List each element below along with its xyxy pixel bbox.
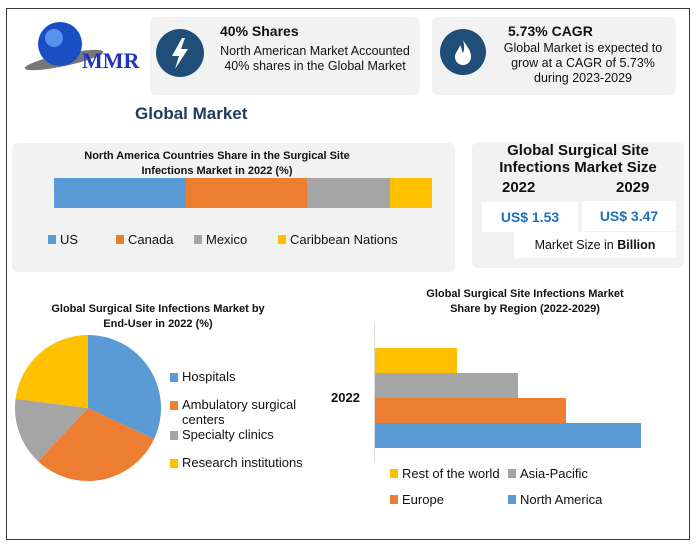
legend-item: Caribbean Nations <box>278 232 398 247</box>
stat-title: 40% Shares <box>220 23 299 39</box>
stack-segment-mexico <box>307 178 391 208</box>
pie-chart <box>15 335 161 481</box>
legend-label: Rest of the world <box>402 466 500 481</box>
legend-swatch <box>390 495 398 504</box>
unit-prefix: Market Size in <box>534 238 618 252</box>
legend-swatch <box>170 431 178 440</box>
svg-text:MMR: MMR <box>82 48 141 72</box>
stat-text: North American Market Accounted 40% shar… <box>220 44 410 73</box>
pie-legend-item: Hospitals <box>170 369 312 384</box>
mmr-logo: MMR <box>14 16 144 73</box>
legend-swatch <box>170 401 178 410</box>
category-label-2022: 2022 <box>331 390 360 405</box>
region-bar-north-america <box>375 423 641 448</box>
legend-item: US <box>48 232 78 247</box>
legend-label: US <box>60 232 79 247</box>
market-size-panel: Global Surgical Site Infections Market S… <box>472 142 684 268</box>
pie-legend-item: Specialty clinics <box>170 427 312 442</box>
infographic-frame <box>6 8 690 540</box>
pie-slice-2 <box>15 398 88 462</box>
pie-slice-3 <box>15 335 89 408</box>
legend-label: Canada <box>128 232 174 247</box>
legend-swatch <box>194 235 202 244</box>
market-size-unit: Market Size in Billion <box>514 232 676 258</box>
legend-swatch <box>508 495 516 504</box>
stat-title: 5.73% CAGR <box>508 23 593 39</box>
stat-card-cagr: 5.73% CAGR Global Market is expected to … <box>432 17 676 95</box>
legend-item: Mexico <box>194 232 247 247</box>
legend-label: Hospitals <box>182 369 236 384</box>
region-legend-item: North America <box>508 492 602 507</box>
stack-segment-us <box>54 178 187 208</box>
north-america-panel: North America Countries Share in the Sur… <box>12 143 455 272</box>
region-bar-europe <box>375 398 566 423</box>
stack-segment-caribbean-nations <box>390 178 432 208</box>
market-size-title: Global Surgical Site Infections Market S… <box>499 142 657 176</box>
stacked-bar <box>54 178 432 208</box>
pie-legend-item: Research institutions <box>170 455 312 470</box>
legend-swatch <box>116 235 124 244</box>
lightning-icon <box>156 29 204 77</box>
legend-label: Asia-Pacific <box>520 466 588 481</box>
value-2022: US$ 1.53 <box>482 202 578 232</box>
pie-slice-0 <box>88 335 161 440</box>
year-2022: 2022 <box>502 179 536 196</box>
region-legend-item: Asia-Pacific <box>508 466 588 481</box>
legend-swatch <box>170 459 178 468</box>
region-axis <box>374 323 375 463</box>
legend-label: North America <box>520 492 603 507</box>
stat-card-shares: 40% Shares North American Market Account… <box>150 17 420 95</box>
region-legend-item: Europe <box>390 492 444 507</box>
legend-swatch <box>278 235 286 244</box>
legend-label: Ambulatory surgical centers <box>182 397 297 427</box>
pie-title: Global Surgical Site Infections Market b… <box>51 303 265 330</box>
pie-legend-item: Ambulatory surgical centers <box>170 397 312 427</box>
global-market-heading: Global Market <box>135 104 248 123</box>
pie-slice-1 <box>38 408 155 481</box>
region-chart-title: Global Surgical Site Infections Market S… <box>426 288 624 315</box>
legend-swatch <box>390 469 398 478</box>
legend-label: Research institutions <box>182 455 303 470</box>
legend-swatch <box>170 373 178 382</box>
legend-swatch <box>508 469 516 478</box>
legend-label: Specialty clinics <box>182 427 274 442</box>
year-2029: 2029 <box>616 179 650 196</box>
flame-icon <box>440 29 486 75</box>
region-legend-item: Rest of the world <box>390 466 500 481</box>
stat-text: Global Market is expected to grow at a C… <box>503 41 663 85</box>
unit: Billion <box>617 238 656 252</box>
legend-label: Mexico <box>206 232 248 247</box>
stack-segment-canada <box>186 178 308 208</box>
legend-item: Canada <box>116 232 174 247</box>
legend-label: Caribbean Nations <box>290 232 398 247</box>
value-2029: US$ 3.47 <box>582 201 676 231</box>
legend-label: Europe <box>402 492 444 507</box>
legend-swatch <box>48 235 56 244</box>
chart-title: North America Countries Share in the Sur… <box>84 150 350 177</box>
region-bar-asia-pacific <box>375 373 519 398</box>
region-bar-rest-of-the-world <box>375 348 457 373</box>
